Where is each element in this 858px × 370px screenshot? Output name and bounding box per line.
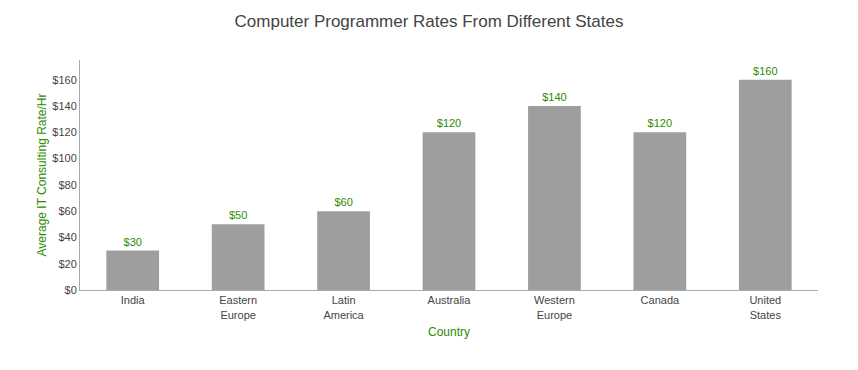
- svg-text:Country: Country: [428, 325, 470, 339]
- svg-text:LatinAmerica: LatinAmerica: [323, 294, 364, 320]
- svg-text:$60: $60: [58, 205, 76, 217]
- svg-text:$100: $100: [52, 152, 76, 164]
- svg-text:EasternEurope: EasternEurope: [219, 294, 257, 320]
- svg-text:$20: $20: [58, 258, 76, 270]
- svg-text:$160: $160: [753, 65, 777, 77]
- svg-text:UnitedStates: UnitedStates: [749, 294, 781, 320]
- svg-text:$40: $40: [58, 231, 76, 243]
- svg-text:Computer Programmer Rates From: Computer Programmer Rates From Different…: [235, 12, 624, 31]
- svg-text:India: India: [121, 294, 146, 306]
- svg-text:Average IT Consulting Rate/Hr: Average IT Consulting Rate/Hr: [35, 94, 49, 257]
- svg-text:$80: $80: [58, 179, 76, 191]
- svg-text:$120: $120: [437, 117, 461, 129]
- svg-text:$120: $120: [648, 117, 672, 129]
- svg-text:$50: $50: [229, 209, 247, 221]
- svg-text:Australia: Australia: [428, 294, 472, 306]
- svg-text:$60: $60: [334, 196, 352, 208]
- svg-text:$140: $140: [52, 100, 76, 112]
- svg-text:Canada: Canada: [641, 294, 680, 306]
- svg-text:$30: $30: [124, 236, 142, 248]
- svg-text:$120: $120: [52, 126, 76, 138]
- svg-text:$0: $0: [65, 284, 77, 296]
- svg-text:$140: $140: [542, 91, 566, 103]
- svg-text:$160: $160: [52, 74, 76, 86]
- svg-text:WesternEurope: WesternEurope: [534, 294, 575, 320]
